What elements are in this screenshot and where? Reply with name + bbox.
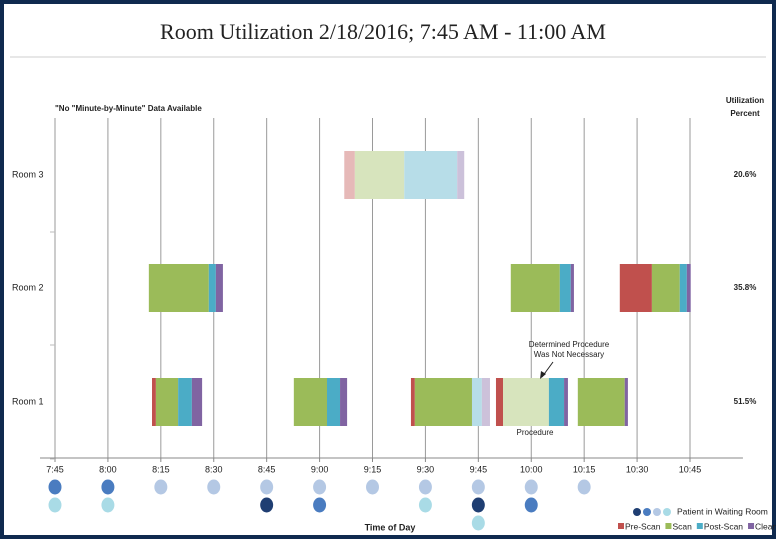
segment <box>619 264 652 312</box>
waiting-dot <box>313 497 327 513</box>
x-tick-label: 8:15 <box>152 464 170 474</box>
segment <box>344 151 355 199</box>
utilization-label: 20.6% <box>734 170 757 179</box>
waiting-dot <box>48 497 62 513</box>
x-tick-label: 8:00 <box>99 464 117 474</box>
x-axis-label: Time of Day <box>365 522 416 532</box>
legend-label: Clean <box>755 521 776 531</box>
waiting-dot <box>101 497 115 513</box>
room-label: Room 3 <box>12 169 44 179</box>
segment <box>354 151 405 199</box>
segment <box>624 378 628 426</box>
legend-swatch <box>665 523 672 529</box>
waiting-dot <box>418 497 432 513</box>
legend-dot <box>663 508 671 516</box>
legend-swatch <box>696 523 703 529</box>
annotation: "No "Minute-by-Minute" Data Available <box>55 104 202 113</box>
chart-title: Room Utilization 2/18/2016; 7:45 AM - 11… <box>160 19 606 44</box>
arrow-head <box>540 371 546 379</box>
segment <box>564 378 568 426</box>
legend-dot <box>653 508 661 516</box>
waiting-dot <box>471 497 485 513</box>
x-tick-label: 9:00 <box>311 464 329 474</box>
waiting-dot <box>471 479 485 495</box>
utilization-header: Utilization <box>726 96 764 105</box>
segment <box>559 264 571 312</box>
legend-label: Pre-Scan <box>625 521 661 531</box>
waiting-dot <box>577 479 591 495</box>
segment <box>503 378 549 426</box>
segment <box>471 378 482 426</box>
waiting-dot <box>524 497 538 513</box>
segment <box>577 378 625 426</box>
segment <box>481 378 490 426</box>
waiting-dot <box>313 479 327 495</box>
utilization-header: Percent <box>730 109 760 118</box>
segment <box>495 378 504 426</box>
waiting-dot <box>101 479 115 495</box>
segment <box>457 151 465 199</box>
segment <box>404 151 458 199</box>
x-tick-label: 10:30 <box>626 464 649 474</box>
waiting-dot <box>260 497 274 513</box>
waiting-dot <box>524 479 538 495</box>
legend-label: Patient in Waiting Room <box>677 506 768 516</box>
segment <box>155 378 179 426</box>
x-tick-label: 9:45 <box>470 464 488 474</box>
segment <box>326 378 341 426</box>
segment <box>651 264 680 312</box>
legend-label: Post-Scan <box>704 521 743 531</box>
segment <box>686 264 691 312</box>
segment <box>191 378 203 426</box>
segment <box>215 264 223 312</box>
segment <box>510 264 560 312</box>
utilization-label: 51.5% <box>734 397 757 406</box>
annotation: Determined Procedure <box>529 340 610 349</box>
x-tick-label: 8:30 <box>205 464 223 474</box>
x-tick-label: 10:45 <box>679 464 702 474</box>
x-tick-label: 7:45 <box>46 464 64 474</box>
annotation: Procedure <box>517 428 554 437</box>
segment <box>570 264 574 312</box>
waiting-dot <box>260 479 274 495</box>
waiting-dot <box>418 479 432 495</box>
segment <box>178 378 192 426</box>
annotation: Was Not Necessary <box>534 350 604 359</box>
room-label: Room 1 <box>12 396 44 406</box>
segment <box>148 264 209 312</box>
waiting-dot <box>471 515 485 531</box>
waiting-dot <box>207 479 221 495</box>
legend-dot <box>633 508 641 516</box>
waiting-dot <box>154 479 168 495</box>
legend-swatch <box>748 523 755 529</box>
legend-label: Scan <box>672 521 692 531</box>
segment <box>548 378 565 426</box>
segment <box>208 264 216 312</box>
x-tick-label: 8:45 <box>258 464 276 474</box>
room-label: Room 2 <box>12 282 44 292</box>
segment <box>293 378 327 426</box>
x-tick-label: 10:00 <box>520 464 543 474</box>
segment <box>410 378 415 426</box>
segment <box>340 378 348 426</box>
utilization-label: 35.8% <box>734 283 757 292</box>
legend-dot <box>643 508 651 516</box>
x-tick-label: 9:15 <box>364 464 382 474</box>
legend-swatch <box>618 523 624 529</box>
segment <box>414 378 472 426</box>
waiting-dot <box>366 479 379 495</box>
x-tick-label: 10:15 <box>573 464 596 474</box>
segment <box>679 264 687 312</box>
waiting-dot <box>48 479 62 495</box>
segment <box>152 378 156 426</box>
x-tick-label: 9:30 <box>417 464 435 474</box>
